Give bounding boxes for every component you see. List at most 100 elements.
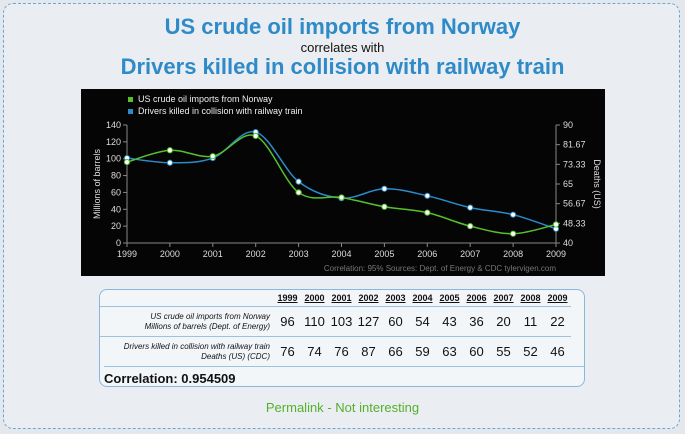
table-cell-series-b-2001: 76	[328, 336, 355, 366]
table-cell-series-a-2001: 103	[328, 306, 355, 337]
tick-label-x-2008: 2008	[503, 249, 523, 259]
table-cell-series-b-2003: 66	[382, 336, 409, 366]
permalink-link[interactable]: Permalink	[265, 400, 324, 415]
table-cell-series-a-2002: 127	[355, 306, 382, 337]
correlation-value: Correlation: 0.954509	[104, 366, 584, 386]
year-header-2004: 2004	[412, 293, 433, 303]
tick-label-x-2002: 2002	[246, 249, 266, 259]
not-interesting-link[interactable]: Not interesting	[335, 400, 420, 415]
table-cell-series-a-2005: 43	[436, 306, 463, 337]
tick-label-right-48.33: 48.33	[563, 218, 586, 228]
table-cell-series-b-2002: 87	[355, 336, 382, 366]
year-header-2000: 2000	[304, 293, 325, 303]
row-label-series-b: Drivers killed in collision with railway…	[100, 336, 274, 366]
data-point-b-2006	[424, 192, 431, 199]
tick-label-left-120: 120	[106, 137, 121, 147]
tick-label-x-2009: 2009	[546, 249, 566, 259]
y-axis-label-left: Millions of barrels	[92, 148, 102, 219]
data-point-a-2006	[424, 209, 431, 216]
tick-label-x-2001: 2001	[203, 249, 223, 259]
tick-label-x-2005: 2005	[374, 249, 394, 259]
data-table: 1999 2000 2001 2002 2003 2004 2005 2006 2007 2008…	[100, 290, 571, 366]
year-header-row: 1999 2000 2001 2002 2003 2004 2005 2006 2007 2008…	[100, 290, 571, 307]
data-point-b-2005	[381, 185, 388, 192]
year-header-2006: 2006	[466, 293, 487, 303]
table-cell-series-b-2007: 55	[490, 336, 517, 366]
table-cell-series-a-2008: 11	[517, 306, 544, 337]
table-cell-series-a-2000: 110	[301, 306, 328, 337]
data-point-b-2007	[467, 204, 474, 211]
table-cell-series-a-2003: 60	[382, 306, 409, 337]
table-row-series-a: US crude oil imports from Norway Million…	[100, 306, 571, 337]
data-point-a-2000	[166, 147, 174, 154]
tick-label-right-90: 90	[563, 120, 573, 130]
tick-label-left-140: 140	[106, 120, 121, 130]
link-separator: -	[327, 400, 332, 415]
legend-label-b: Drivers killed in collision with railway…	[138, 106, 303, 116]
year-header-2001: 2001	[331, 293, 352, 303]
table-cell-series-b-2009: 46	[544, 336, 571, 366]
correlates-with-text: correlates with	[300, 40, 385, 55]
table-cell-series-b-2004: 59	[409, 336, 436, 366]
data-point-a-2008	[510, 230, 517, 237]
tick-label-x-2000: 2000	[160, 249, 180, 259]
table-cell-series-b-1999: 76	[274, 336, 301, 366]
series-line-b	[126, 131, 557, 230]
data-point-b-2003	[295, 178, 302, 185]
tick-label-left-20: 20	[111, 221, 121, 231]
year-header-1999: 1999	[277, 293, 298, 303]
tick-label-x-1999: 1999	[117, 249, 137, 259]
line-chart: 0 20 40 60 80 100 120 140 40 48.33 56.67 65 73.33 81.…	[92, 94, 602, 273]
data-point-a-2003	[295, 189, 302, 196]
year-header-2008: 2008	[520, 293, 541, 303]
tick-label-right-56.67: 56.67	[563, 199, 586, 209]
y-axis-label-right: Deaths (US)	[592, 159, 602, 209]
tick-label-left-100: 100	[106, 154, 121, 164]
tick-label-x-2007: 2007	[460, 249, 480, 259]
link-bar: Permalink - Not interesting	[0, 400, 685, 415]
data-point-a-1999	[123, 158, 131, 166]
title-series-a: US crude oil imports from Norway	[164, 14, 521, 39]
legend-label-a: US crude oil imports from Norway	[138, 94, 273, 104]
tick-label-left-40: 40	[111, 204, 121, 214]
chart-panel: 0 20 40 60 80 100 120 140 40 48.33 56.67 65 73.33 81.…	[81, 89, 605, 276]
table-cell-series-a-1999: 96	[274, 306, 301, 337]
tick-label-right-65: 65	[563, 179, 573, 189]
data-point-a-2007	[467, 223, 474, 230]
table-cell-series-a-2006: 36	[463, 306, 490, 337]
table-cell-series-a-2004: 54	[409, 306, 436, 337]
data-point-a-2001	[209, 153, 216, 160]
title-series-b: Drivers killed in collision with railway…	[120, 54, 565, 79]
year-header-2009: 2009	[547, 293, 568, 303]
tick-label-x-2006: 2006	[417, 249, 437, 259]
data-table-panel: 1999 2000 2001 2002 2003 2004 2005 2006 2007 2008…	[99, 289, 585, 387]
year-header-2007: 2007	[493, 293, 514, 303]
tick-label-x-2003: 2003	[289, 249, 309, 259]
table-cell-series-b-2006: 60	[463, 336, 490, 366]
data-point-a-2002	[252, 132, 259, 140]
data-point-b-2000	[166, 159, 174, 166]
table-cell-series-a-2007: 20	[490, 306, 517, 337]
series-line-a	[126, 134, 557, 235]
year-header-2005: 2005	[439, 293, 460, 303]
tick-label-left-80: 80	[111, 171, 121, 181]
year-header-2002: 2002	[358, 293, 379, 303]
tick-label-right-73.33: 73.33	[563, 159, 586, 169]
tick-label-left-60: 60	[111, 187, 121, 197]
tick-label-right-81.67: 81.67	[563, 140, 586, 150]
table-cell-series-a-2009: 22	[544, 306, 571, 337]
data-point-b-2008	[510, 211, 517, 218]
data-point-a-2009	[552, 221, 560, 228]
row-label-series-a: US crude oil imports from Norway Million…	[100, 306, 274, 337]
tick-label-left-0: 0	[116, 238, 121, 248]
tick-label-x-2004: 2004	[331, 249, 351, 259]
legend-marker-a	[128, 97, 133, 102]
data-point-a-2004	[338, 194, 345, 201]
table-cell-series-b-2005: 63	[436, 336, 463, 366]
table-row-series-b: Drivers killed in collision with railway…	[100, 336, 571, 366]
legend-marker-b	[128, 109, 133, 114]
table-cell-series-b-2008: 52	[517, 336, 544, 366]
chart-footer: Correlation: 95% Sources: Dept. of Energ…	[324, 264, 556, 273]
table-cell-series-b-2000: 74	[301, 336, 328, 366]
tick-label-right-40: 40	[563, 238, 573, 248]
